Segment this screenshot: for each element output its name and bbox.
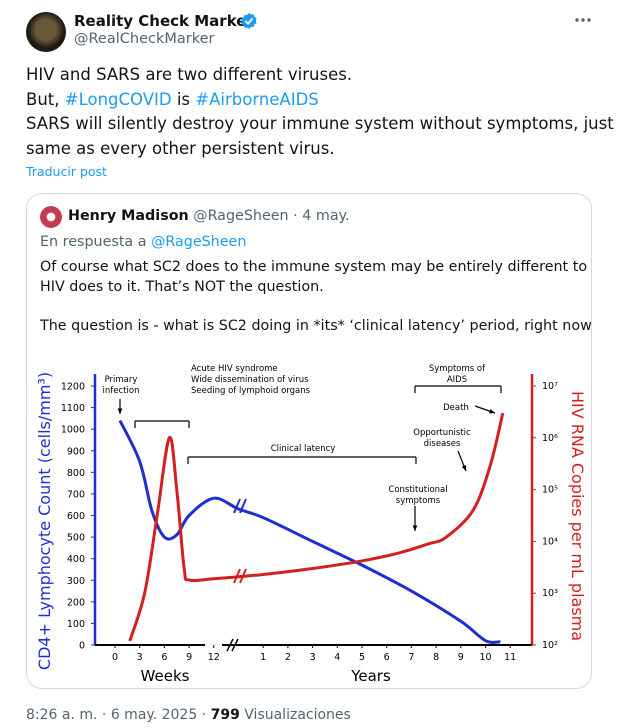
y-tick-label: 900 [67,446,85,457]
annotation: Death [443,403,469,413]
annotation: Seeding of lymphoid organs [191,386,311,396]
x-tick-label: 6 [161,652,167,663]
verified-badge [241,12,257,30]
text: But, [26,90,60,109]
axis-break [231,638,239,652]
annotation: symptoms [396,496,441,506]
series-line [128,412,505,642]
reply-line: En respuesta a @RageSheen [40,234,246,250]
arrow-head [412,525,418,531]
text: is [176,90,191,109]
quote-line: HIV does to it. That’s NOT the question. [40,279,324,295]
curve-break [233,568,241,584]
author-handle[interactable]: @RealCheckMarker [74,31,215,47]
time: 8:26 a. m. [26,707,98,723]
author-name[interactable]: Reality Check Marker [74,12,254,30]
curve-break [239,498,247,514]
quote-date: 4 may. [302,208,350,224]
annotation: Opportunistic [413,428,471,438]
quote-handle: @RageSheen [193,208,289,224]
x-tick-label: 9 [186,652,192,663]
separator: · [293,208,298,224]
x-tick-label: 2 [285,652,291,663]
y-tick-label: 600 [67,511,85,522]
axis-break [226,638,234,652]
more-icon[interactable] [573,15,593,25]
annotation: Wide dissemination of virus [191,375,309,385]
y-tick-label: 700 [67,489,85,500]
y-tick-label: 400 [67,554,85,565]
y2-label: HIV RNA Copies per mL plasma [568,391,587,641]
views-label: Visualizaciones [244,707,351,723]
post-line: HIV and SARS are two different viruses. [26,65,353,84]
y-tick-label: 0 [79,641,85,652]
x-tick-label: 4 [334,652,340,663]
date: 6 may. 2025 [110,707,198,723]
annotation: Symptoms of [429,364,486,374]
y-label: CD4+ Lymphocyte Count (cells/mm³) [35,372,54,670]
x-tick-label: 1 [260,652,266,663]
y-tick-label: 1200 [61,382,85,393]
curve-break [239,568,247,584]
x-tick-label: 5 [359,652,365,663]
chart: 0100200300400500600700800900100011001200… [35,364,587,685]
y2-tick-label: 10² [542,640,558,651]
y-tick-label: 100 [67,619,85,630]
y-tick-label: 500 [67,533,85,544]
y-tick-label: 200 [67,597,85,608]
y-tick-label: 300 [67,576,85,587]
post-line: But, #LongCOVID is #AirborneAIDS [26,88,319,113]
annotation: AIDS [447,375,467,385]
x-tick-label: 8 [433,652,439,663]
x-tick-label: 12 [208,652,220,663]
x-label: Weeks [141,667,190,685]
y-tick-label: 1100 [61,403,85,414]
annotation: diseases [424,439,461,449]
arrow-head [117,408,123,414]
curve-break [233,498,241,514]
x-tick-label: 10 [479,652,491,663]
x-tick-label: 3 [310,652,316,663]
avatar[interactable] [26,12,66,52]
x-tick-label: 6 [384,652,390,663]
reply-handle[interactable]: @RageSheen [151,234,247,250]
annotation: Clinical latency [271,444,336,454]
annotation: infection [103,386,140,396]
x-tick-label: 3 [137,652,143,663]
quote-line: The question is - what is SC2 doing in *… [40,318,592,334]
hashtag[interactable]: #LongCOVID [64,90,172,109]
y-tick-label: 800 [67,468,85,479]
x-tick-label: 11 [504,652,516,663]
y2-tick-label: 10³ [542,588,558,599]
hashtag[interactable]: #AirborneAIDS [195,90,319,109]
views: 799 [210,707,240,723]
y2-tick-label: 10⁴ [542,536,558,547]
x-tick-label: 0 [112,652,118,663]
annotation: Primary [105,375,138,385]
quote-avatar [40,206,62,228]
y2-tick-label: 10⁵ [542,485,558,496]
y2-tick-label: 10⁶ [542,433,558,444]
arrow-head [461,465,467,471]
y2-tick-label: 10⁷ [542,381,558,392]
quoted-post[interactable]: Henry Madison @RageSheen · 4 may. En res… [26,193,592,689]
post-line: same as every other persistent virus. [26,139,335,158]
quote-line: Of course what SC2 does to the immune sy… [40,259,592,275]
x-label: Years [350,667,391,685]
translate-link[interactable]: Traducir post [26,164,107,179]
annotation: Acute HIV syndrome [191,364,278,374]
quote-name: Henry Madison [68,208,189,224]
x-tick-label: 7 [408,652,414,663]
text: En respuesta a [40,234,147,250]
post-footer: 8:26 a. m. · 6 may. 2025 · 799 Visualiza… [26,707,351,723]
post-line: SARS will silently destroy your immune s… [26,114,618,133]
y-tick-label: 1000 [61,425,85,436]
arrow-head [489,408,495,414]
annotation: Constitutional [388,485,447,495]
x-tick-label: 9 [458,652,464,663]
